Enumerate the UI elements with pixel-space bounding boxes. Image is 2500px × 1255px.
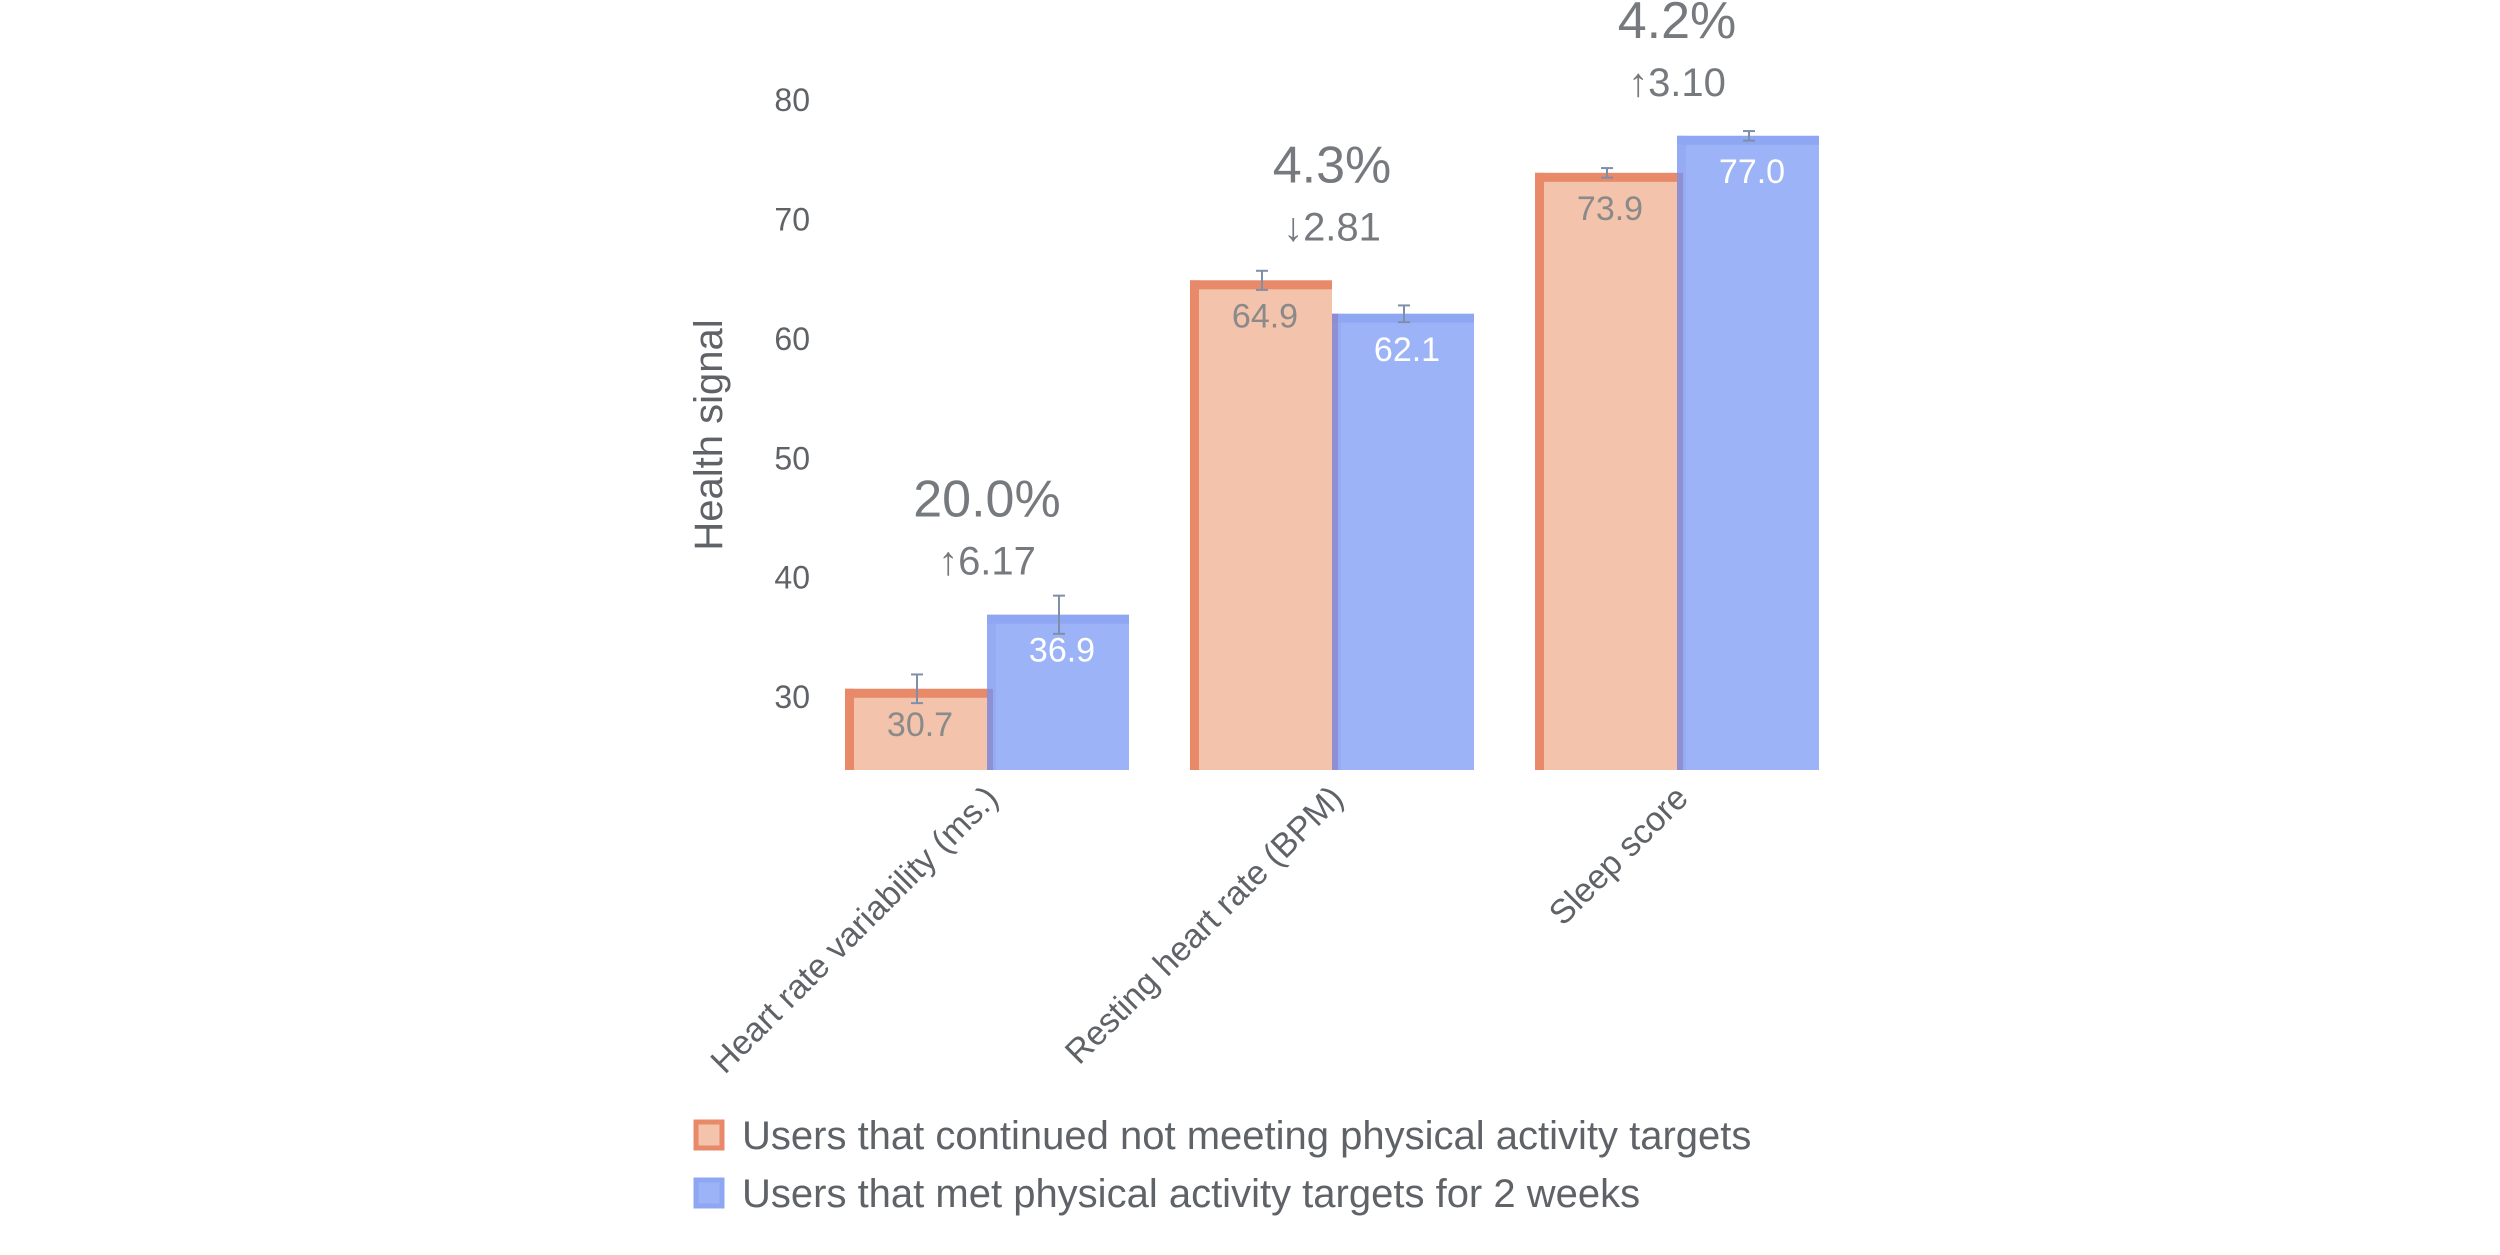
y-axis-ticks: 30 40 50 60 70 80 [774,82,810,715]
bar-1-2 [1677,135,1819,771]
bars: 30.7 36.9 64.9 62.1 73.9 77.0 [845,130,1819,771]
legend-label-1: Users that met physical activity targets… [742,1172,1640,1216]
bar-1-0 [987,614,1129,770]
bar-value-label-0-1: 64.9 [1232,297,1298,335]
legend-item-0[interactable]: Users that continued not meeting physica… [693,1114,1751,1158]
bar-value-label-1-2: 77.0 [1719,153,1785,191]
bar-value-label-1-1: 62.1 [1374,331,1440,369]
legend-item-1[interactable]: Users that met physical activity targets… [693,1172,1640,1216]
bar-0-1 [1190,280,1332,770]
annotation-delta-2: ↑3.10 [1628,61,1726,105]
y-tick-label-1: 40 [774,560,810,596]
category-label-1: Resting heart rate (BPM) [1058,779,1351,1072]
y-tick-label-5: 80 [774,82,810,118]
bar-side-edge-0-1 [1190,280,1199,770]
y-tick-label-3: 60 [774,321,810,357]
legend-label-0: Users that continued not meeting physica… [742,1114,1751,1158]
bar-0-2 [1535,172,1677,770]
annotation-percent-2: 4.2% [1618,0,1737,50]
y-tick-label-2: 50 [774,440,810,476]
bar-divider-1 [1332,313,1338,770]
bar-side-edge-0-2 [1535,172,1544,770]
y-tick-label-0: 30 [774,679,810,715]
annotation-percent-0: 20.0% [913,471,1060,529]
annotation-percent-1: 4.3% [1273,136,1392,194]
annotations: 20.0% ↑6.17 4.3% ↓2.81 4.2% ↑3.10 [913,0,1736,584]
bar-value-label-0-2: 73.9 [1577,190,1643,228]
category-label-2: Sleep score [1542,779,1696,933]
annotation-delta-0: ↑6.17 [938,540,1036,584]
bar-value-label-0-0: 30.7 [887,706,953,744]
legend: Users that continued not meeting physica… [693,1114,1751,1216]
legend-swatch-0 [693,1119,725,1151]
legend-swatch-1 [693,1177,725,1209]
category-label-0: Heart rate variability (ms.) [704,779,1006,1081]
y-axis-title: Health signal [687,319,731,550]
bar-value-label-1-0: 36.9 [1029,632,1095,670]
bar-divider-0 [987,688,993,770]
annotation-delta-1: ↓2.81 [1283,205,1381,249]
bar-1-1 [1332,313,1474,770]
y-tick-label-4: 70 [774,201,810,237]
bar-divider-2 [1677,172,1683,770]
bar-side-edge-0-0 [845,688,854,770]
category-labels: Heart rate variability (ms.) Resting hear… [704,779,1696,1081]
